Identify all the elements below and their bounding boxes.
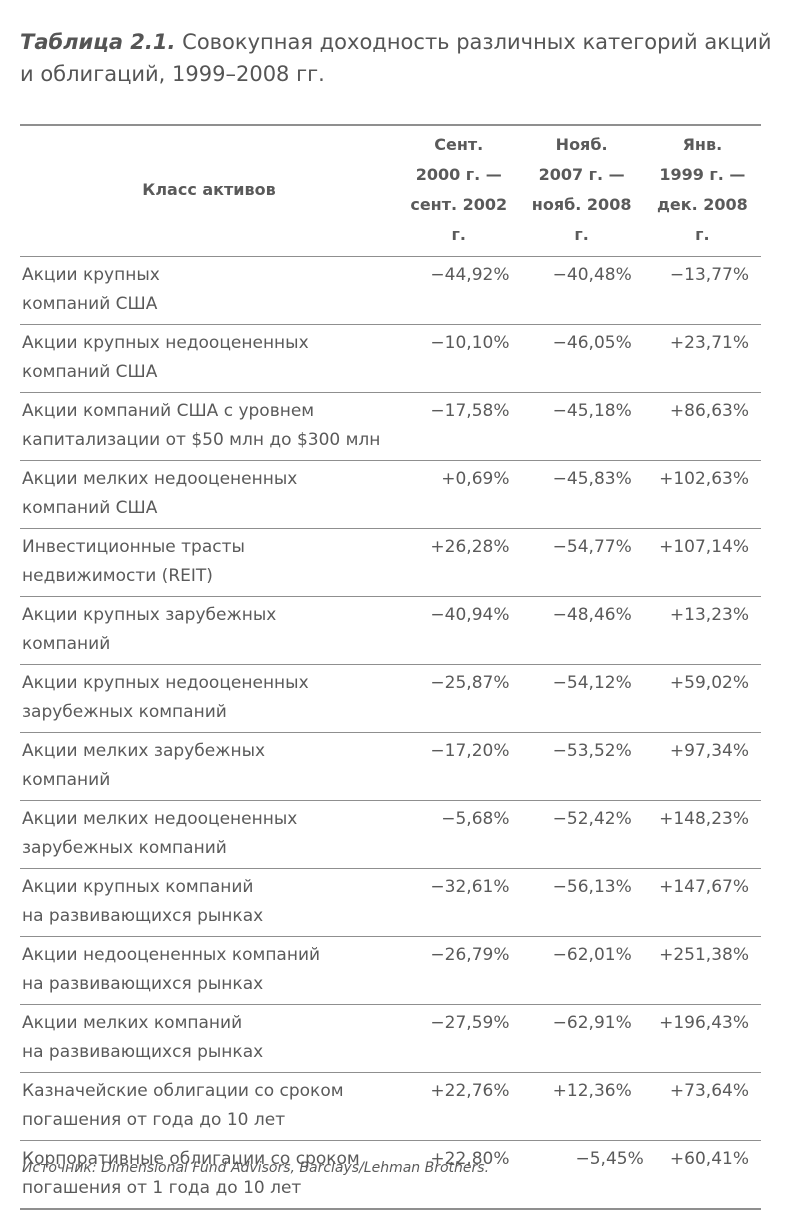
returns-table: Класс активов Сент. 2000 г. — сент. 2002… <box>20 124 761 1210</box>
asset-class-cell: Акции мелких недооцененных зарубежных ко… <box>20 800 398 869</box>
return-2000-2002-cell: −27,59% <box>398 1004 520 1073</box>
return-2007-2008-cell: −46,05% <box>519 324 644 393</box>
table-row: Акции мелких недооцененных зарубежных ко… <box>20 800 761 869</box>
table-row: Акции крупных компаний на развивающихся … <box>20 868 761 937</box>
return-2007-2008-cell: −45,18% <box>519 392 644 461</box>
asset-class-cell: Акции мелких недооцененных компаний США <box>20 460 398 529</box>
asset-class-cell: Корпоративные облигации со сроком погаше… <box>20 1140 398 1210</box>
asset-class-cell: Акции крупных компаний на развивающихся … <box>20 868 398 937</box>
header-asset-class: Класс активов <box>20 124 398 257</box>
return-2000-2002-cell: +22,80% <box>398 1140 520 1210</box>
return-2000-2002-cell: −17,58% <box>398 392 520 461</box>
table-row: Акции мелких недооцененных компаний США … <box>20 460 761 529</box>
return-2007-2008-cell: −54,12% <box>519 664 644 733</box>
return-1999-2008-cell: +97,34% <box>643 732 761 801</box>
return-1999-2008-cell: +147,67% <box>643 868 761 937</box>
table-row: Акции мелких компаний на развивающихся р… <box>20 1004 761 1073</box>
return-2000-2002-cell: −44,92% <box>398 256 520 325</box>
header-period-1999-2008: Янв. 1999 г. — дек. 2008 г. <box>643 124 761 257</box>
table-row: Акции недооцененных компаний на развиваю… <box>20 936 761 1005</box>
return-1999-2008-cell: +13,23% <box>643 596 761 665</box>
header-row: Класс активов Сент. 2000 г. — сент. 2002… <box>20 124 761 257</box>
return-2000-2002-cell: +26,28% <box>398 528 520 597</box>
table-row: Акции мелких зарубежных компаний −17,20%… <box>20 732 761 801</box>
table-row: Акции крупных недооцененных компаний США… <box>20 324 761 393</box>
return-2000-2002-cell: +0,69% <box>398 460 520 529</box>
return-2007-2008-cell: −62,91% <box>519 1004 644 1073</box>
return-1999-2008-cell: +23,71% <box>643 324 761 393</box>
return-2007-2008-cell: +12,36% <box>519 1072 644 1141</box>
asset-class-cell: Акции крупных недооцененных зарубежных к… <box>20 664 398 733</box>
return-1999-2008-cell: +60,41% <box>643 1140 761 1210</box>
return-2007-2008-cell: −54,77% <box>519 528 644 597</box>
return-2000-2002-cell: −17,20% <box>398 732 520 801</box>
asset-class-cell: Инвестиционные трасты недвижимости (REIT… <box>20 528 398 597</box>
return-2000-2002-cell: +22,76% <box>398 1072 520 1141</box>
return-2000-2002-cell: −25,87% <box>398 664 520 733</box>
return-1999-2008-cell: +107,14% <box>643 528 761 597</box>
table-row: Корпоративные облигации со сроком погаше… <box>20 1140 761 1210</box>
return-1999-2008-cell: +251,38% <box>643 936 761 1005</box>
return-2007-2008-cell: −53,52% <box>519 732 644 801</box>
table-row: Акции крупных зарубежных компаний −40,94… <box>20 596 761 665</box>
return-2000-2002-cell: −26,79% <box>398 936 520 1005</box>
return-1999-2008-cell: +59,02% <box>643 664 761 733</box>
asset-class-cell: Акции мелких компаний на развивающихся р… <box>20 1004 398 1073</box>
table-label: Таблица 2.1. <box>20 30 176 54</box>
return-2007-2008-cell: −40,48% <box>519 256 644 325</box>
table-row: Казначейские облигации со сроком погашен… <box>20 1072 761 1141</box>
source-note: Источник: Dimensional Fund Advisors, Bar… <box>22 1160 490 1176</box>
return-1999-2008-cell: −13,77% <box>643 256 761 325</box>
header-period-2000-2002: Сент. 2000 г. — сент. 2002 г. <box>398 124 520 257</box>
return-2007-2008-cell: −48,46% <box>519 596 644 665</box>
return-2000-2002-cell: −10,10% <box>398 324 520 393</box>
return-2007-2008-cell: −52,42% <box>519 800 644 869</box>
return-1999-2008-cell: +86,63% <box>643 392 761 461</box>
return-2007-2008-cell: −45,83% <box>519 460 644 529</box>
return-1999-2008-cell: +73,64% <box>643 1072 761 1141</box>
table-row: Акции компаний США с уровнем капитализац… <box>20 392 761 461</box>
header-period-2007-2008: Нояб. 2007 г. — нояб. 2008 г. <box>519 124 644 257</box>
asset-class-cell: Акции крупных компаний США <box>20 256 398 325</box>
return-2000-2002-cell: −32,61% <box>398 868 520 937</box>
asset-class-cell: Казначейские облигации со сроком погашен… <box>20 1072 398 1141</box>
return-1999-2008-cell: +196,43% <box>643 1004 761 1073</box>
return-1999-2008-cell: +102,63% <box>643 460 761 529</box>
return-2000-2002-cell: −40,94% <box>398 596 520 665</box>
return-1999-2008-cell: +148,23% <box>643 800 761 869</box>
asset-class-cell: Акции компаний США с уровнем капитализац… <box>20 392 398 461</box>
return-2007-2008-cell: −62,01% <box>519 936 644 1005</box>
asset-class-cell: Акции крупных недооцененных компаний США <box>20 324 398 393</box>
return-2007-2008-cell: −56,13% <box>519 868 644 937</box>
table-title: Совокупная доходность различных категори… <box>20 30 772 86</box>
asset-class-cell: Акции крупных зарубежных компаний <box>20 596 398 665</box>
return-2007-2008-cell: −5,45% <box>519 1140 644 1210</box>
table-row: Акции крупных недооцененных зарубежных к… <box>20 664 761 733</box>
return-2000-2002-cell: −5,68% <box>398 800 520 869</box>
table-row: Инвестиционные трасты недвижимости (REIT… <box>20 528 761 597</box>
asset-class-cell: Акции недооцененных компаний на развиваю… <box>20 936 398 1005</box>
table-row: Акции крупных компаний США −44,92% −40,4… <box>20 256 761 325</box>
asset-class-cell: Акции мелких зарубежных компаний <box>20 732 398 801</box>
table-caption: Таблица 2.1. Совокупная доходность разли… <box>20 26 780 90</box>
